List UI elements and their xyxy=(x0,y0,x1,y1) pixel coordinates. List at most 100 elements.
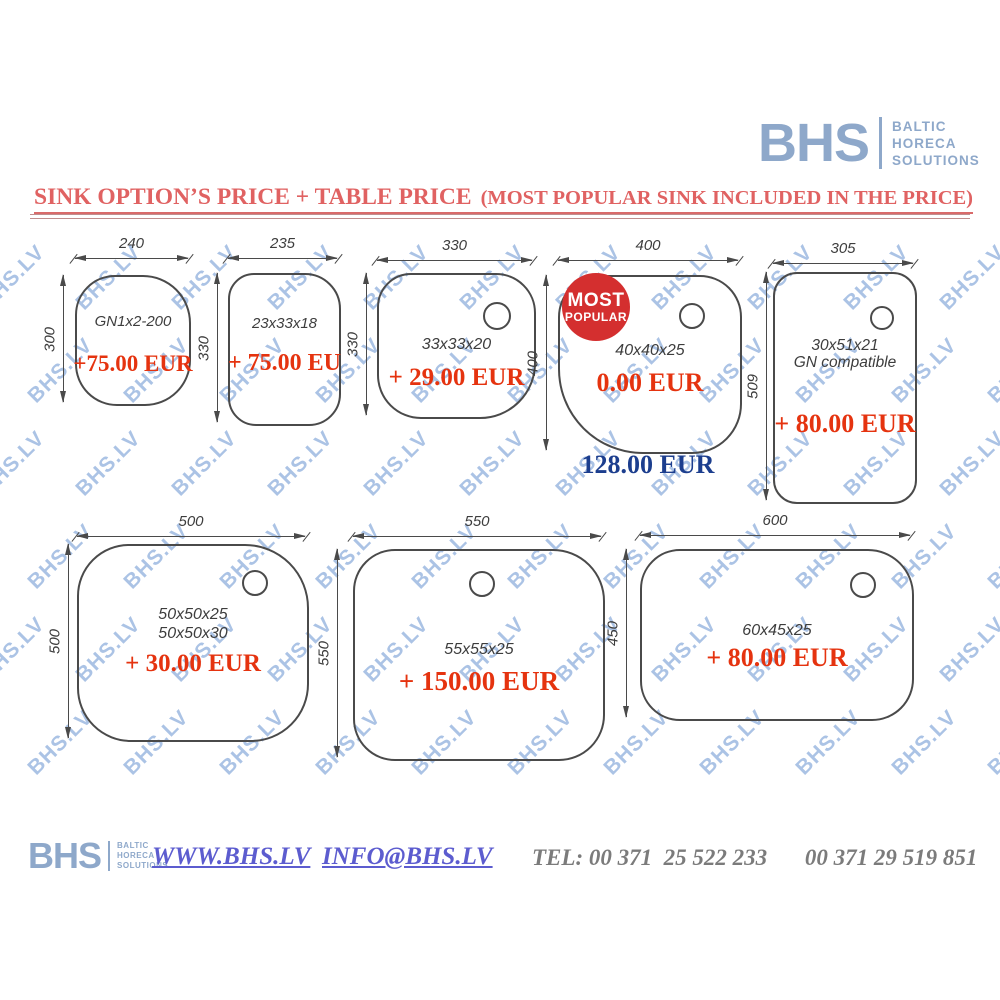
dimension-line xyxy=(546,275,548,450)
bhslv-watermark: BHS.LV xyxy=(983,519,1000,594)
drain-hole-icon xyxy=(483,302,511,330)
title-text: SINK OPTION’S PRICE + TABLE PRICE xyxy=(34,184,472,210)
bhslv-watermark: BHS.LV xyxy=(71,426,146,501)
bhs-logo-text: BHS xyxy=(28,835,102,876)
bhs-logo-text: BHS xyxy=(758,113,870,173)
sink-size-label: 33x33x20 xyxy=(421,336,492,353)
dimension-line xyxy=(377,260,532,262)
dimension-arrow-right xyxy=(899,532,911,539)
dimension-line xyxy=(353,536,601,538)
sink-outline: 23x33x18 + 75.00 EU xyxy=(228,273,341,426)
dimension-arrow-left xyxy=(376,257,388,264)
width-dimension-label: 400 xyxy=(635,237,661,254)
total-price-label: 128.00 EUR xyxy=(581,450,715,479)
option-price-label: 0.00 EUR xyxy=(596,368,704,397)
option-price-label: + 75.00 EU xyxy=(227,350,342,376)
dimension-arrow-left xyxy=(352,533,364,540)
logo-divider xyxy=(108,841,111,871)
phone-numbers: TEL: 00 371 25 522 233 00 371 29 519 851 xyxy=(532,845,977,871)
phone-number-2: 00 371 29 519 851 xyxy=(804,845,978,870)
bhslv-watermark: BHS.LV xyxy=(935,240,1000,315)
sink-outline: 55x55x25 + 150.00 EUR xyxy=(353,549,605,761)
height-dimension: 330 xyxy=(345,272,373,416)
dimension-arrow-up xyxy=(623,548,630,560)
width-dimension: 305 xyxy=(767,240,919,270)
dimension-arrow-left xyxy=(227,255,239,262)
page-title: SINK OPTION’S PRICE + TABLE PRICE (MOST … xyxy=(34,184,974,214)
height-dimension-label: 450 xyxy=(604,620,622,647)
logo-divider xyxy=(879,117,883,169)
sink-outline: 33x33x20 + 29.00 EUR xyxy=(377,273,536,419)
subtitle-text: (MOST POPULAR SINK INCLUDED IN THE PRICE… xyxy=(480,187,974,209)
bhs-logo-footer: BHS BALTIC HORECA SOLUTIONS xyxy=(28,838,168,874)
sink-size-label: 23x33x18 xyxy=(251,315,318,332)
sink-size-label: GN1x2-200 xyxy=(94,313,172,330)
dimension-arrow-up xyxy=(60,274,67,286)
sink-diagram-30x51x21: 305 509 30x51x21 GN compatible + 80.00 E… xyxy=(744,240,935,515)
dimension-arrow-left xyxy=(76,533,88,540)
bhslv-watermark: BHS.LV xyxy=(263,426,338,501)
dimension-arrow-left xyxy=(772,260,784,267)
width-dimension-label: 550 xyxy=(464,513,490,530)
sink-size-label: 55x55x25 xyxy=(444,641,514,658)
width-dimension-label: 305 xyxy=(830,240,856,257)
option-price-label: + 29.00 EUR xyxy=(388,364,525,391)
drain-hole-icon xyxy=(242,570,268,596)
sink-size-label: 30x51x21 xyxy=(811,337,879,354)
bhslv-watermark: BHS.LV xyxy=(0,612,50,687)
dimension-line xyxy=(77,536,305,538)
sink-diagram-60x45x25: 600 450 60x45x25 + 80.00 EUR xyxy=(605,512,925,733)
dimension-line xyxy=(228,258,337,260)
sink-diagram-50x50x25: 500 500 50x50x25 50x50x30 + 30.00 EUR xyxy=(45,513,320,744)
dimension-line xyxy=(773,263,913,265)
dimension-arrow-up xyxy=(763,271,770,283)
height-dimension: 450 xyxy=(605,548,633,718)
header-rule xyxy=(30,214,970,219)
dimension-arrow-down xyxy=(763,489,770,501)
sink-size-label: 60x45x25 xyxy=(742,622,812,639)
bhslv-watermark: BHS.LV xyxy=(983,333,1000,408)
sink-diagram-33x33x20: 330 330 33x33x20 + 29.00 EUR xyxy=(345,237,540,455)
dimension-arrow-down xyxy=(334,746,341,758)
dimension-arrow-down xyxy=(543,439,550,451)
dimension-line xyxy=(217,273,219,422)
sink-size-label-2: 50x50x30 xyxy=(158,625,228,642)
width-dimension: 235 xyxy=(222,235,343,265)
option-price-label: + 80.00 EUR xyxy=(706,643,848,672)
height-dimension: 500 xyxy=(47,543,75,739)
email-link[interactable]: INFO@BHS.LV xyxy=(322,843,493,870)
dimension-arrow-up xyxy=(363,272,370,284)
dimension-arrow-right xyxy=(590,533,602,540)
height-dimension-label: 330 xyxy=(344,331,362,358)
tagline-line: BALTIC xyxy=(892,118,947,134)
sink-outline: GN1x2-200 +75.00 EUR xyxy=(73,275,193,406)
sink-size-label: 40x40x25 xyxy=(615,342,685,359)
sink-size-label: 50x50x25 xyxy=(158,606,228,623)
badge-text-most: MOST xyxy=(567,289,625,311)
tagline-line: SOLUTIONS xyxy=(892,152,980,168)
height-dimension-label: 300 xyxy=(41,326,59,352)
website-link[interactable]: WWW.BHS.LV xyxy=(152,843,311,870)
height-dimension: 400 xyxy=(525,274,553,451)
dimension-arrow-left xyxy=(74,255,86,262)
drain-hole-icon xyxy=(679,303,705,329)
dimension-arrow-right xyxy=(902,260,914,267)
option-price-label: + 150.00 EUR xyxy=(398,666,560,696)
sink-diagram-40x40x25: 400 400 MOST POPULAR 40x40x25 0.00 EUR 1… xyxy=(525,237,755,500)
height-dimension-label: 400 xyxy=(524,350,542,376)
height-dimension-label: 330 xyxy=(195,335,213,361)
drain-hole-icon xyxy=(870,306,894,330)
sink-size-label-2: GN compatible xyxy=(793,354,897,371)
dimension-arrow-up xyxy=(214,272,221,284)
logo-tagline: BALTIC HORECA SOLUTIONS xyxy=(892,118,980,169)
width-dimension: 330 xyxy=(371,237,538,267)
height-dimension: 300 xyxy=(42,274,70,403)
dimension-line xyxy=(68,544,70,738)
sink-outline: MOST POPULAR 40x40x25 0.00 EUR xyxy=(558,273,742,454)
dimension-line xyxy=(640,535,910,537)
drain-hole-icon xyxy=(469,571,495,597)
height-dimension-label: 509 xyxy=(744,373,762,400)
dimension-arrow-right xyxy=(727,257,739,264)
width-dimension-label: 600 xyxy=(762,512,788,529)
bhslv-watermark: BHS.LV xyxy=(167,426,242,501)
